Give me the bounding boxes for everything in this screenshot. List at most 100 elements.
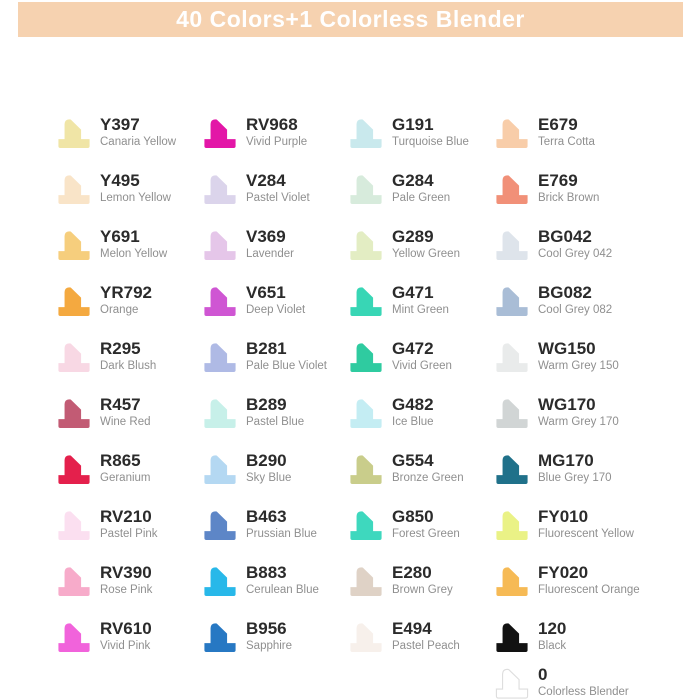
color-name: Terra Cotta (538, 135, 595, 148)
color-name: Wine Red (100, 415, 151, 428)
marker-nib-swatch-icon (204, 175, 236, 205)
color-code: BG042 (538, 227, 592, 247)
marker-nib-swatch-icon (350, 119, 382, 149)
color-name: Ice Blue (392, 415, 434, 428)
color-item: RV968 Vivid Purple (201, 104, 347, 160)
color-labels: R865 Geranium (100, 451, 151, 485)
color-name: Vivid Purple (246, 135, 308, 148)
color-code: G284 (392, 171, 434, 191)
marker-nib-swatch-icon (58, 287, 90, 317)
color-labels: RV390 Rose Pink (100, 563, 152, 597)
color-item: E494 Pastel Peach (347, 608, 493, 664)
color-code: RV610 (100, 619, 152, 639)
color-labels: V369 Lavender (246, 227, 294, 261)
color-name: Brick Brown (538, 191, 600, 204)
color-item: RV210 Pastel Pink (55, 496, 201, 552)
color-item: B290 Sky Blue (201, 440, 347, 496)
color-item: B956 Sapphire (201, 608, 347, 664)
color-labels: BG042 Cool Grey 042 (538, 227, 612, 261)
color-item: G482 Ice Blue (347, 384, 493, 440)
color-code: R295 (100, 339, 141, 359)
color-item: Y691 Melon Yellow (55, 216, 201, 272)
color-labels: B290 Sky Blue (246, 451, 291, 485)
color-item: R865 Geranium (55, 440, 201, 496)
color-name: Cool Grey 042 (538, 247, 613, 260)
color-code: G471 (392, 283, 434, 303)
color-item: E280 Brown Grey (347, 552, 493, 608)
swatch-column: RV968 Vivid Purple V284 Pastel Violet V3… (201, 104, 347, 700)
marker-nib-swatch-icon (204, 231, 236, 261)
color-labels: G191 Turquoise Blue (392, 115, 469, 149)
color-name: Pastel Blue (246, 415, 305, 428)
color-code: FY010 (538, 507, 589, 527)
color-code: B956 (246, 619, 287, 639)
marker-nib-swatch-icon (496, 511, 528, 541)
color-item: V284 Pastel Violet (201, 160, 347, 216)
marker-nib-swatch-icon (204, 399, 236, 429)
marker-nib-swatch-icon (496, 567, 528, 597)
color-labels: Y495 Lemon Yellow (100, 171, 171, 205)
color-item: V369 Lavender (201, 216, 347, 272)
color-labels: Y691 Melon Yellow (100, 227, 167, 261)
color-code: BG082 (538, 283, 592, 303)
color-name: Blue Grey 170 (538, 471, 612, 484)
color-labels: Y397 Canaria Yellow (100, 115, 176, 149)
color-labels: B463 Prussian Blue (246, 507, 317, 541)
color-item: YR792 Orange (55, 272, 201, 328)
marker-nib-swatch-icon (350, 231, 382, 261)
color-code: WG170 (538, 395, 596, 415)
color-item: BG082 Cool Grey 082 (493, 272, 639, 328)
swatch-column: Y397 Canaria Yellow Y495 Lemon Yellow Y6… (55, 104, 201, 700)
color-item: RV610 Vivid Pink (55, 608, 201, 664)
color-code: V284 (246, 171, 286, 191)
color-code: G191 (392, 115, 434, 135)
marker-nib-swatch-icon (496, 399, 528, 429)
color-name: Warm Grey 170 (538, 415, 619, 428)
color-item: G289 Yellow Green (347, 216, 493, 272)
color-name: Lemon Yellow (100, 191, 171, 204)
color-labels: G482 Ice Blue (392, 395, 434, 429)
color-code: RV390 (100, 563, 152, 583)
color-item: B289 Pastel Blue (201, 384, 347, 440)
color-code: RV210 (100, 507, 152, 527)
color-labels: WG150 Warm Grey 150 (538, 339, 619, 373)
marker-nib-swatch-icon (496, 231, 528, 261)
color-code: B289 (246, 395, 287, 415)
color-name: Rose Pink (100, 583, 153, 596)
color-item: B883 Cerulean Blue (201, 552, 347, 608)
color-code: B883 (246, 563, 287, 583)
header-banner: 40 Colors+1 Colorless Blender (18, 2, 683, 37)
color-name: Cerulean Blue (246, 583, 319, 596)
marker-nib-swatch-icon (204, 343, 236, 373)
color-code: MG170 (538, 451, 594, 471)
color-name: Colorless Blender (538, 685, 629, 698)
color-labels: B289 Pastel Blue (246, 395, 304, 429)
color-code: B281 (246, 339, 287, 359)
marker-nib-swatch-icon (204, 119, 236, 149)
color-name: Melon Yellow (100, 247, 168, 260)
color-item: BG042 Cool Grey 042 (493, 216, 639, 272)
marker-nib-swatch-icon (58, 455, 90, 485)
color-name: Bronze Green (392, 471, 464, 484)
color-code: G554 (392, 451, 434, 471)
color-item: FY010 Fluorescent Yellow (493, 496, 639, 552)
marker-nib-swatch-icon (495, 668, 529, 699)
color-labels: E679 Terra Cotta (538, 115, 595, 149)
marker-nib-swatch-icon (58, 623, 90, 653)
color-item: Y495 Lemon Yellow (55, 160, 201, 216)
color-name: Turquoise Blue (392, 135, 469, 148)
color-labels: R457 Wine Red (100, 395, 151, 429)
color-code: R865 (100, 451, 141, 471)
color-item: RV390 Rose Pink (55, 552, 201, 608)
color-labels: RV610 Vivid Pink (100, 619, 152, 653)
marker-nib-swatch-icon (350, 399, 382, 429)
color-item: FY020 Fluorescent Orange (493, 552, 640, 608)
color-code: Y397 (100, 115, 140, 135)
color-code: B463 (246, 507, 287, 527)
color-labels: YR792 Orange (100, 283, 152, 317)
color-labels: G284 Pale Green (392, 171, 450, 205)
color-code: Y691 (100, 227, 140, 247)
marker-nib-swatch-icon (58, 399, 90, 429)
color-code: 0 (538, 665, 548, 685)
marker-nib-swatch-icon (58, 511, 90, 541)
